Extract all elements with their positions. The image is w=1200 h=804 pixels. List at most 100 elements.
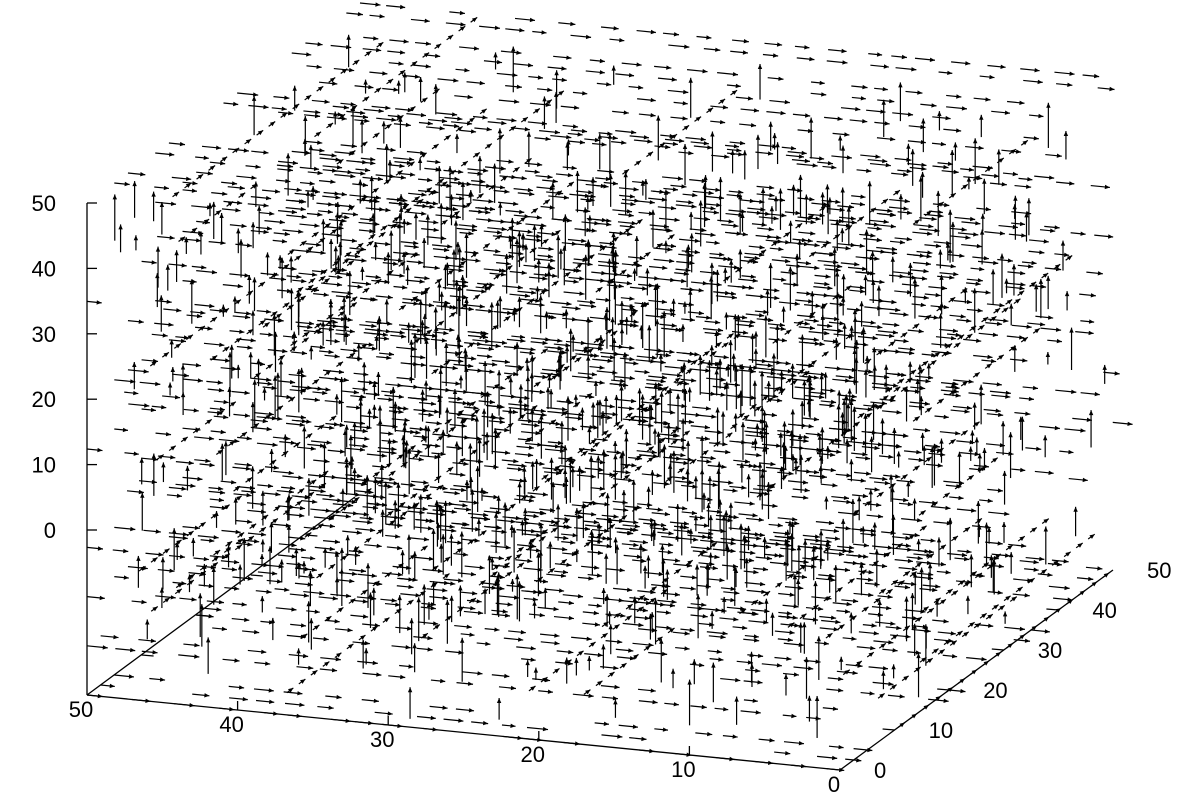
vector-arrow <box>916 572 934 577</box>
vector-head <box>997 541 1003 546</box>
vector-arrow <box>689 662 705 668</box>
vector-head <box>786 656 792 661</box>
vector-head <box>1024 638 1030 643</box>
vector-arrow <box>619 662 627 669</box>
vector-head <box>952 536 958 541</box>
vector-arrow <box>720 597 736 603</box>
vector-arrow <box>517 418 534 424</box>
vector-arrow <box>649 586 657 592</box>
vector-head <box>787 637 793 642</box>
vector-arrow <box>255 699 275 704</box>
vector-head <box>921 525 927 531</box>
vector-arrow <box>417 621 439 626</box>
vector-arrow <box>355 527 376 533</box>
vector-head <box>312 670 318 676</box>
vector-head <box>527 558 533 564</box>
vector-arrow <box>831 495 850 500</box>
vector-head <box>683 525 689 530</box>
vector-arrow <box>878 642 887 649</box>
vector-head <box>332 596 338 601</box>
vector-arrow <box>914 616 923 623</box>
vector-head <box>371 573 377 578</box>
vector-arrow <box>207 388 224 393</box>
vector-head <box>633 542 639 548</box>
vector-head <box>867 577 874 582</box>
vector-head <box>686 563 692 568</box>
vector-arrow <box>933 638 954 643</box>
vector-arrow <box>768 523 783 528</box>
vector-arrow <box>782 713 797 719</box>
vector-head <box>365 537 372 543</box>
vector-arrow <box>605 568 625 573</box>
vector-arrow <box>668 445 687 450</box>
vector-arrow <box>447 503 468 508</box>
vector-head <box>261 649 267 654</box>
vector-arrow <box>282 475 304 480</box>
vector-head <box>345 593 352 598</box>
vector-arrow <box>873 640 894 645</box>
vector-arrow <box>528 685 536 692</box>
vector-head <box>1064 585 1070 591</box>
vector-head <box>722 631 728 636</box>
vector-arrow <box>592 543 612 549</box>
vector-arrow <box>208 490 226 495</box>
vector-arrow <box>472 408 480 415</box>
vector-arrow <box>336 361 344 367</box>
vector-arrow <box>466 599 482 604</box>
vector-arrow <box>255 589 272 594</box>
vector-head <box>208 583 214 589</box>
vector-head <box>815 659 821 664</box>
vector-arrow <box>461 538 480 543</box>
vector-arrow <box>653 481 670 486</box>
vector-arrow <box>203 607 222 612</box>
vector-arrow <box>659 323 677 328</box>
vector-arrow <box>411 480 429 485</box>
vector-arrow <box>452 279 469 285</box>
vector-arrow <box>771 543 792 548</box>
vector-arrow <box>303 590 325 596</box>
vector-head <box>718 657 724 662</box>
vector-arrow <box>413 408 428 413</box>
vector-head <box>462 552 469 557</box>
vector-arrow <box>777 517 798 522</box>
vector-arrow <box>178 654 200 659</box>
vector-arrow <box>455 708 475 713</box>
vector-arrow <box>825 632 833 639</box>
vector-head <box>408 584 414 590</box>
vector-head <box>887 594 893 599</box>
vector-head <box>752 698 758 703</box>
vector-head <box>437 568 443 574</box>
vector-head <box>308 492 314 497</box>
vector-arrow <box>601 404 615 409</box>
vector-arrow <box>637 688 656 693</box>
vector-head <box>400 515 406 521</box>
vector-arrow <box>823 546 831 553</box>
vector-arrow <box>622 524 640 529</box>
vector-arrow <box>640 454 659 459</box>
vector-head <box>458 718 464 723</box>
vector-arrow <box>386 510 394 517</box>
vector-arrow <box>525 412 547 417</box>
vector-arrow <box>325 694 342 700</box>
vector-arrow <box>841 598 859 604</box>
vector-arrow <box>864 487 880 492</box>
vector-arrow <box>547 567 556 574</box>
vector-head <box>641 736 647 742</box>
vector-arrow <box>162 597 171 603</box>
vector-arrow <box>985 541 1003 546</box>
vector-arrow <box>432 427 440 434</box>
vector-arrow <box>527 408 546 414</box>
vector-head <box>311 567 317 572</box>
vector-head <box>554 641 560 646</box>
vector-head <box>578 650 584 656</box>
vector-head <box>960 688 966 694</box>
vector-head <box>950 631 956 636</box>
vector-head <box>644 615 650 621</box>
vector-head <box>532 597 538 602</box>
vector-arrow <box>501 285 523 290</box>
vector-arrow <box>991 553 1011 558</box>
vector-arrow <box>822 706 839 711</box>
vector-arrow <box>375 295 393 300</box>
vector-head <box>405 645 411 650</box>
vector-arrow <box>328 563 336 570</box>
